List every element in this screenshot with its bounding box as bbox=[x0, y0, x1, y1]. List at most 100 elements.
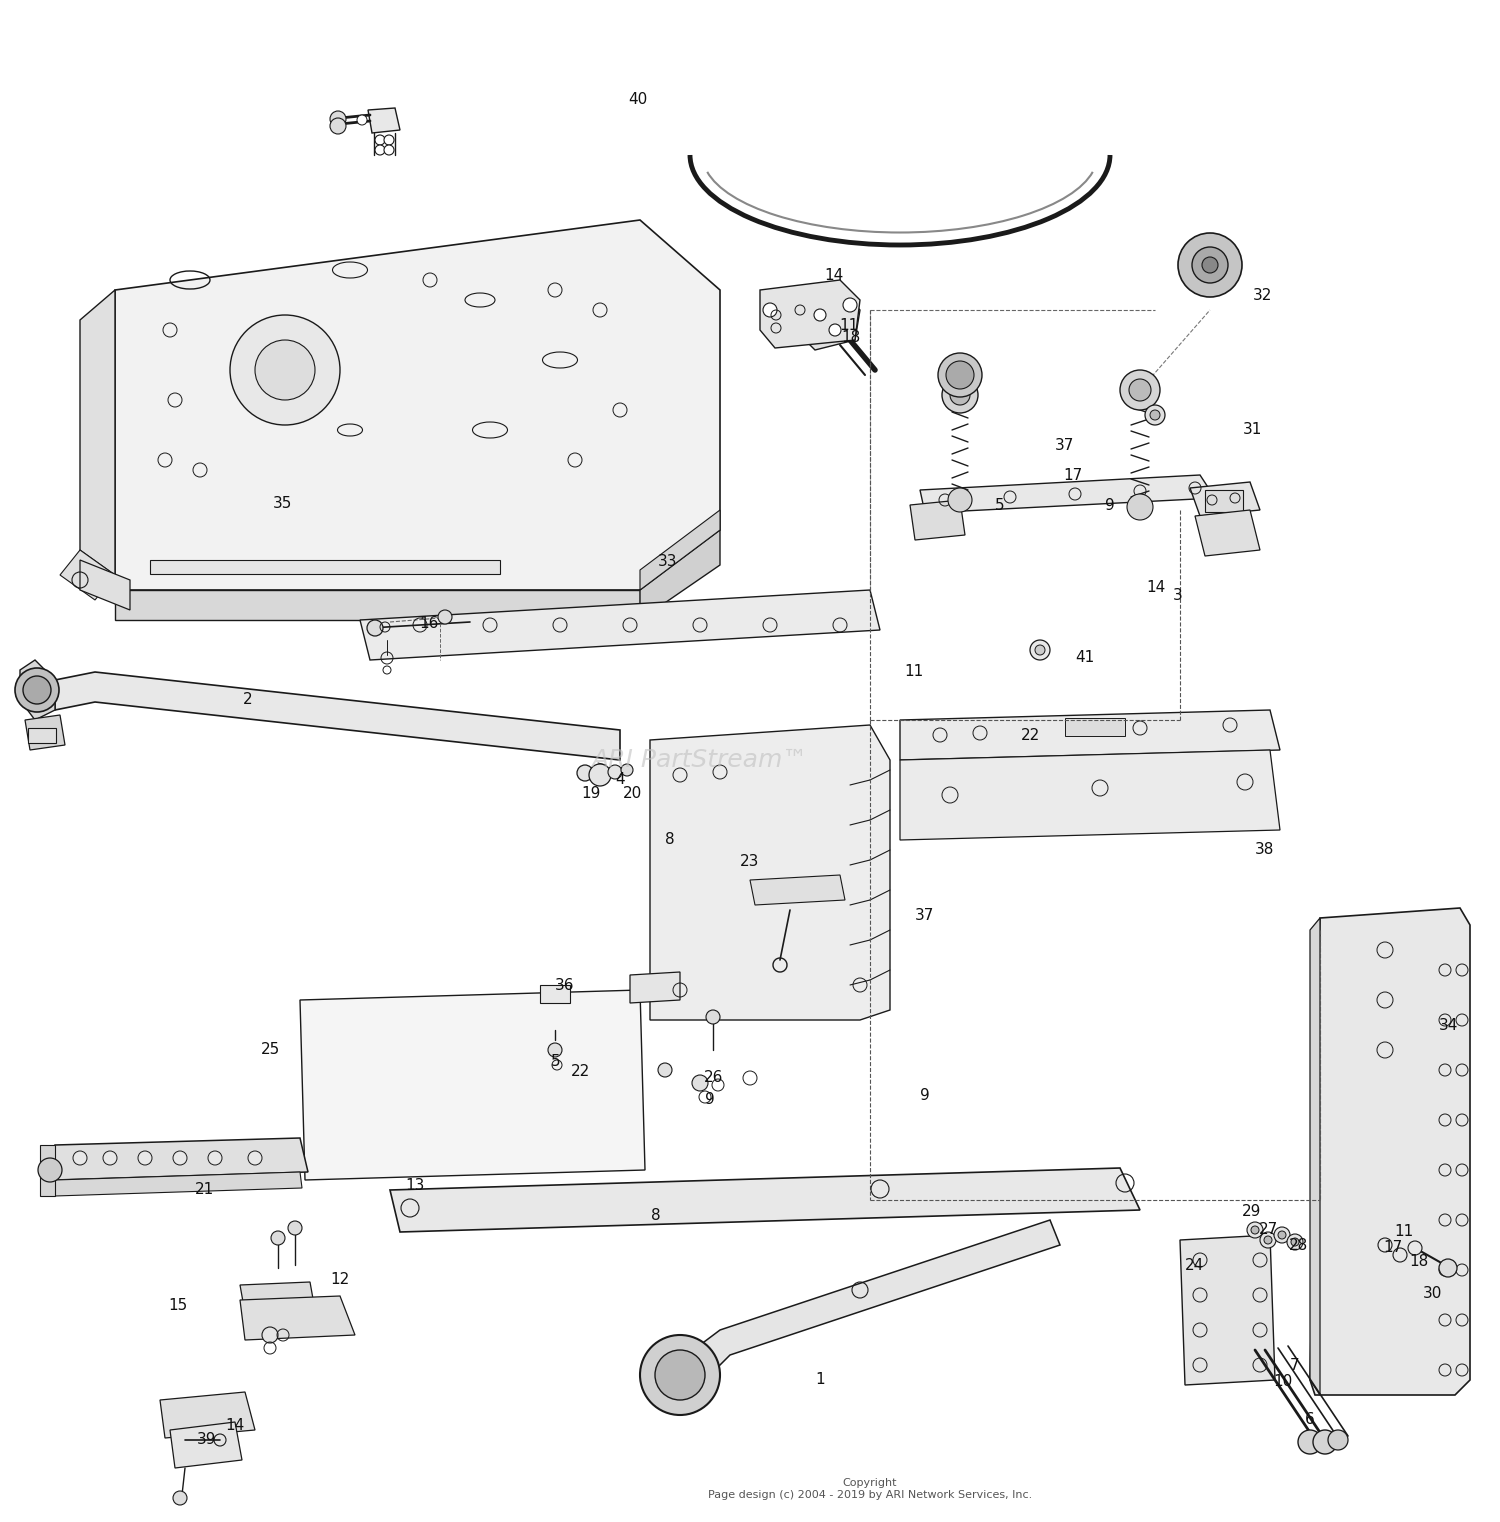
Circle shape bbox=[384, 145, 394, 155]
Circle shape bbox=[1292, 1237, 1299, 1247]
Text: 18: 18 bbox=[1410, 1254, 1428, 1269]
Polygon shape bbox=[170, 1422, 242, 1469]
Circle shape bbox=[1274, 1227, 1290, 1243]
Circle shape bbox=[368, 619, 382, 636]
Text: 8: 8 bbox=[664, 833, 675, 848]
Polygon shape bbox=[368, 108, 400, 132]
Text: 38: 38 bbox=[1256, 843, 1275, 857]
Bar bbox=[28, 728, 56, 743]
Text: 5: 5 bbox=[994, 498, 1005, 513]
Circle shape bbox=[843, 298, 856, 312]
Circle shape bbox=[942, 377, 978, 412]
Polygon shape bbox=[56, 1172, 302, 1196]
Text: 9: 9 bbox=[705, 1093, 716, 1108]
Polygon shape bbox=[640, 530, 720, 619]
Circle shape bbox=[255, 339, 315, 400]
Circle shape bbox=[578, 766, 592, 781]
Circle shape bbox=[1130, 379, 1150, 400]
Polygon shape bbox=[795, 291, 859, 350]
Circle shape bbox=[1150, 409, 1160, 420]
Circle shape bbox=[1120, 370, 1160, 409]
Text: 2: 2 bbox=[243, 693, 254, 708]
Circle shape bbox=[15, 668, 58, 712]
Text: 11: 11 bbox=[1395, 1225, 1413, 1239]
Text: 17: 17 bbox=[1383, 1240, 1402, 1256]
Circle shape bbox=[272, 1231, 285, 1245]
Circle shape bbox=[1328, 1431, 1348, 1450]
Polygon shape bbox=[920, 475, 1215, 513]
Polygon shape bbox=[360, 591, 880, 661]
Text: 20: 20 bbox=[624, 785, 642, 801]
Circle shape bbox=[22, 676, 51, 705]
Text: 28: 28 bbox=[1288, 1239, 1308, 1254]
Text: 39: 39 bbox=[198, 1432, 216, 1447]
Circle shape bbox=[1202, 257, 1218, 272]
Text: 11: 11 bbox=[904, 665, 924, 679]
Circle shape bbox=[1264, 1236, 1272, 1243]
Polygon shape bbox=[240, 1282, 315, 1313]
Circle shape bbox=[209, 1151, 222, 1164]
Polygon shape bbox=[900, 709, 1280, 759]
Circle shape bbox=[1378, 1237, 1392, 1253]
Text: 12: 12 bbox=[330, 1272, 350, 1288]
Circle shape bbox=[375, 145, 386, 155]
Polygon shape bbox=[1310, 918, 1320, 1396]
Circle shape bbox=[438, 610, 452, 624]
Circle shape bbox=[1408, 1240, 1422, 1256]
Circle shape bbox=[621, 764, 633, 776]
Circle shape bbox=[948, 489, 972, 511]
Polygon shape bbox=[116, 591, 640, 619]
Text: 21: 21 bbox=[195, 1183, 214, 1198]
Text: 35: 35 bbox=[273, 496, 292, 510]
Circle shape bbox=[1438, 1259, 1456, 1277]
Circle shape bbox=[1144, 405, 1166, 425]
Polygon shape bbox=[40, 1145, 56, 1196]
Text: 10: 10 bbox=[1274, 1374, 1293, 1390]
Polygon shape bbox=[900, 750, 1280, 840]
Polygon shape bbox=[630, 973, 680, 1003]
Text: 33: 33 bbox=[658, 554, 678, 569]
Text: 40: 40 bbox=[628, 91, 648, 107]
Text: 25: 25 bbox=[261, 1043, 280, 1058]
Text: 13: 13 bbox=[405, 1178, 424, 1193]
Polygon shape bbox=[750, 875, 844, 906]
Circle shape bbox=[938, 353, 982, 397]
Circle shape bbox=[172, 1492, 188, 1505]
Polygon shape bbox=[80, 549, 116, 591]
Polygon shape bbox=[60, 549, 116, 600]
Bar bbox=[1204, 490, 1243, 511]
Text: 22: 22 bbox=[570, 1064, 590, 1079]
Text: 14: 14 bbox=[825, 268, 843, 283]
Circle shape bbox=[548, 1043, 562, 1056]
Polygon shape bbox=[300, 989, 645, 1180]
Polygon shape bbox=[116, 221, 720, 591]
Polygon shape bbox=[80, 560, 130, 610]
Text: Copyright
Page design (c) 2004 - 2019 by ARI Network Services, Inc.: Copyright Page design (c) 2004 - 2019 by… bbox=[708, 1478, 1032, 1501]
Polygon shape bbox=[700, 1221, 1060, 1370]
Circle shape bbox=[138, 1151, 152, 1164]
Text: 4: 4 bbox=[615, 773, 626, 787]
Circle shape bbox=[1278, 1231, 1286, 1239]
Text: 29: 29 bbox=[1242, 1204, 1262, 1219]
Circle shape bbox=[640, 1335, 720, 1415]
Polygon shape bbox=[640, 510, 720, 591]
Text: 31: 31 bbox=[1244, 423, 1263, 437]
Circle shape bbox=[74, 1151, 87, 1164]
Text: 41: 41 bbox=[1076, 650, 1095, 665]
Text: 11: 11 bbox=[840, 318, 858, 333]
Text: 24: 24 bbox=[1185, 1257, 1204, 1272]
Circle shape bbox=[1394, 1248, 1407, 1262]
Circle shape bbox=[104, 1151, 117, 1164]
Bar bbox=[1065, 718, 1125, 737]
Text: 6: 6 bbox=[1305, 1412, 1316, 1428]
Circle shape bbox=[1287, 1234, 1304, 1250]
Circle shape bbox=[1178, 233, 1242, 297]
Circle shape bbox=[330, 111, 346, 126]
Polygon shape bbox=[1196, 510, 1260, 556]
Text: 1: 1 bbox=[815, 1373, 825, 1388]
Text: 9: 9 bbox=[920, 1088, 930, 1102]
Text: 37: 37 bbox=[915, 907, 934, 922]
Polygon shape bbox=[650, 724, 890, 1020]
Circle shape bbox=[815, 309, 827, 321]
Circle shape bbox=[1035, 645, 1046, 654]
